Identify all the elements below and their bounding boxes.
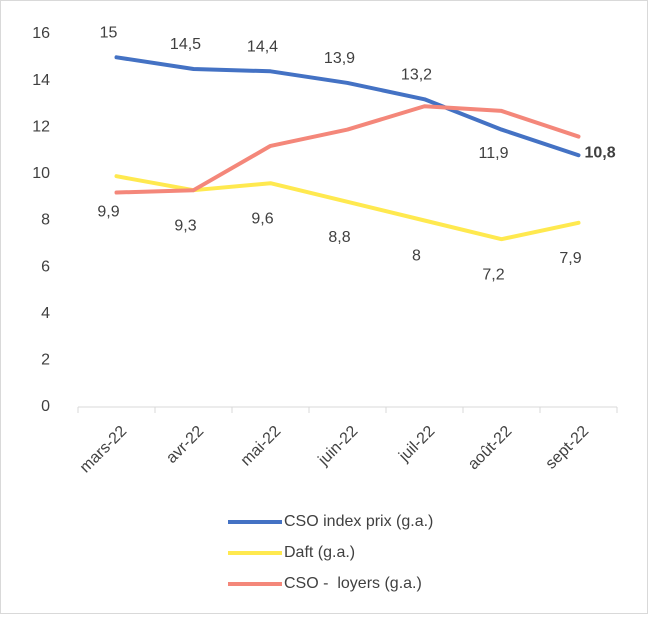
y-tick-label: 8 — [41, 212, 50, 229]
data-label: 11,9 — [479, 145, 509, 162]
data-label: 13,2 — [401, 66, 432, 83]
data-label: 8,8 — [328, 229, 350, 246]
legend-label: CSO index prix (g.a.) — [284, 513, 433, 530]
data-label: 14,5 — [170, 36, 201, 53]
data-label: 7,9 — [559, 250, 581, 267]
data-label: 9,3 — [174, 217, 196, 234]
y-tick-label: 6 — [41, 258, 50, 275]
data-label: 7,2 — [482, 266, 504, 283]
legend-label: CSO - loyers (g.a.) — [284, 575, 422, 592]
y-tick-label: 0 — [41, 398, 50, 415]
y-tick-label: 2 — [41, 352, 50, 369]
data-label: 9,9 — [97, 203, 119, 220]
series-line — [114, 55, 581, 158]
data-label: 8 — [412, 248, 421, 265]
y-tick-label: 4 — [41, 305, 50, 322]
y-tick-label: 10 — [32, 165, 50, 182]
data-label: 14,4 — [247, 39, 278, 56]
y-tick-label: 14 — [32, 72, 50, 89]
data-label: 15 — [100, 25, 118, 42]
y-tick-label: 12 — [32, 118, 50, 135]
legend-label: Daft (g.a.) — [284, 544, 355, 561]
y-tick-label: 16 — [32, 25, 50, 42]
data-label: 9,6 — [251, 210, 273, 227]
data-label: 13,9 — [324, 50, 355, 67]
data-label: 10,8 — [585, 144, 616, 161]
series-line — [114, 104, 581, 195]
